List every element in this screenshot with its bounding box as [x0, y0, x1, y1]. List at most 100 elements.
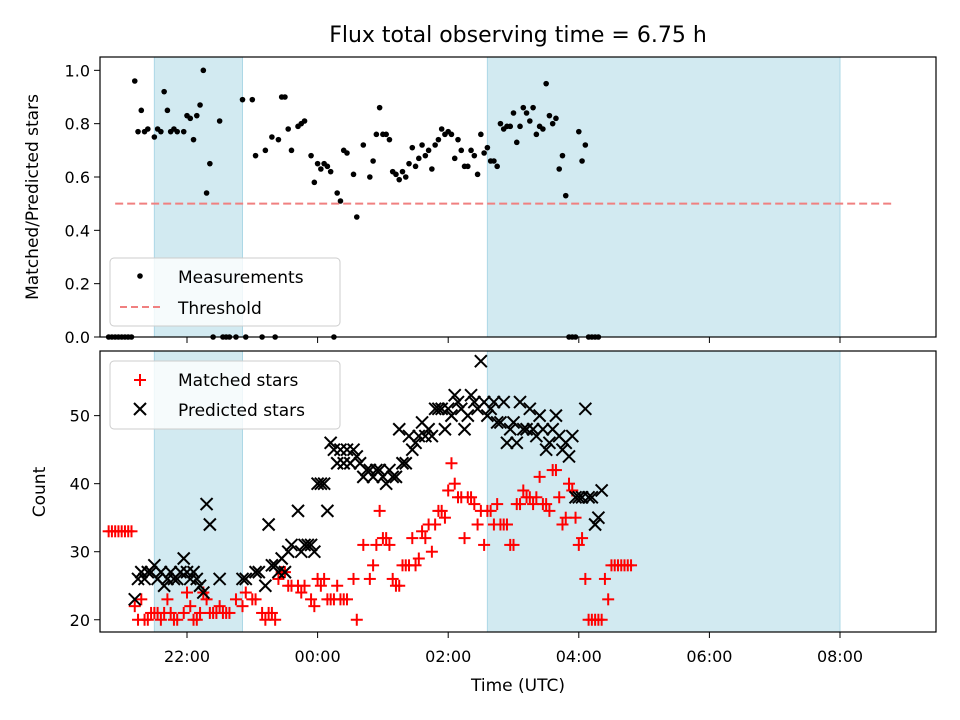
measurement-point: [207, 160, 213, 167]
matched-stars-point: [576, 532, 589, 545]
x-tick-label: 08:00: [817, 647, 863, 666]
x-tick-label: 22:00: [164, 647, 210, 666]
matched-stars-point: [314, 579, 327, 592]
measurement-point: [513, 139, 520, 146]
predicted-stars-point: [519, 422, 534, 436]
measurement-point: [252, 152, 259, 159]
measurement-point: [579, 158, 585, 164]
predicted-stars-point: [581, 490, 596, 504]
matched-stars-point: [543, 504, 556, 517]
matched-stars-point: [367, 559, 380, 572]
predicted-stars-point: [399, 456, 413, 470]
x-tick-label: 06:00: [686, 647, 732, 666]
predicted-stars-point: [496, 395, 511, 409]
legend-measurements-label: Measurements: [178, 268, 304, 288]
matched-stars-point: [514, 498, 527, 511]
measurement-point: [164, 107, 171, 114]
measurement-point: [471, 152, 478, 159]
measurement-point: [438, 126, 445, 132]
measurement-point: [285, 126, 292, 132]
matched-stars-point: [383, 538, 396, 551]
predicted-stars-point: [565, 429, 579, 443]
measurement-point: [367, 174, 373, 180]
matched-stars-point: [128, 600, 141, 613]
predicted-stars-point: [461, 408, 475, 423]
measurement-point: [393, 171, 399, 178]
matched-stars-point: [331, 579, 344, 592]
matched-stars-point: [213, 600, 226, 613]
measurement-point: [269, 134, 275, 140]
matched-stars-point: [598, 572, 611, 585]
measurement-point: [520, 104, 527, 111]
matched-stars-point: [563, 477, 576, 490]
measurement-point: [288, 147, 295, 154]
matched-stars-point: [370, 538, 383, 551]
y-tick-label: 0.2: [65, 275, 90, 294]
predicted-stars-point: [252, 565, 266, 579]
measurement-point: [406, 160, 412, 167]
predicted-stars-point: [170, 572, 184, 586]
predicted-stars-point: [585, 490, 599, 504]
matched-stars-point: [435, 504, 448, 517]
matched-stars-point: [556, 518, 569, 531]
predicted-stars-point: [327, 442, 341, 457]
matched-stars-point: [239, 586, 252, 599]
measurement-point: [562, 192, 569, 199]
measurement-point: [523, 110, 530, 116]
matched-stars-point: [595, 613, 608, 626]
legend-threshold-label: Threshold: [177, 299, 262, 319]
measurement-point: [180, 128, 187, 135]
predicted-stars-point: [474, 354, 488, 368]
predicted-stars-point: [363, 463, 377, 477]
measurement-point: [158, 128, 164, 135]
measurement-point: [135, 128, 141, 135]
matched-stars-point: [181, 586, 193, 599]
measurement-point: [350, 171, 357, 178]
measurement-point: [556, 166, 563, 172]
matched-stars-point: [549, 464, 562, 477]
ratio-y-axis-label: Matched/Predicted stars: [23, 94, 43, 300]
predicted-stars-point: [385, 470, 400, 484]
measurement-point: [582, 142, 589, 148]
matched-stars-point: [425, 545, 438, 558]
predicted-stars-point: [203, 517, 217, 532]
predicted-stars-point: [199, 497, 214, 511]
predicted-stars-point: [490, 415, 504, 430]
predicted-stars-point: [464, 388, 478, 402]
measurement-point: [203, 190, 210, 196]
measurement-point: [425, 147, 432, 154]
measurement-point: [262, 147, 269, 154]
matched-stars-point: [478, 538, 491, 551]
predicted-stars-point: [297, 538, 312, 552]
shaded-interval: [486, 350, 841, 633]
y-tick-label: 0.0: [65, 328, 90, 347]
matched-stars-point: [161, 593, 174, 606]
matched-stars-point: [236, 600, 249, 613]
predicted-stars-point: [258, 579, 273, 593]
legend-measurements-marker: [137, 273, 143, 279]
matched-stars-point: [135, 593, 148, 606]
predicted-stars-point: [510, 436, 524, 450]
measurement-point: [373, 131, 380, 138]
predicted-stars-point: [594, 483, 609, 498]
measurement-point: [474, 171, 481, 178]
predicted-stars-point: [451, 395, 465, 409]
ratio-panel-frame: [99, 56, 937, 338]
predicted-stars-point: [160, 572, 175, 586]
count-legend: Matched stars Predicted stars: [109, 360, 341, 430]
measurement-point: [318, 166, 324, 172]
matched-stars-point: [386, 572, 399, 585]
predicted-stars-point: [467, 395, 482, 409]
predicted-stars-point: [212, 572, 227, 586]
matched-stars-point: [154, 613, 167, 626]
measurement-point: [138, 107, 145, 114]
measurement-point: [409, 144, 416, 151]
matched-stars-point: [229, 593, 242, 606]
predicted-stars-point: [281, 545, 295, 559]
measurement-point: [145, 126, 151, 132]
legend-matched-marker: [134, 374, 146, 386]
predicted-stars-point: [180, 565, 194, 579]
measurement-point: [533, 131, 540, 138]
matched-stars-point: [308, 600, 321, 613]
matched-stars-point: [340, 593, 353, 606]
